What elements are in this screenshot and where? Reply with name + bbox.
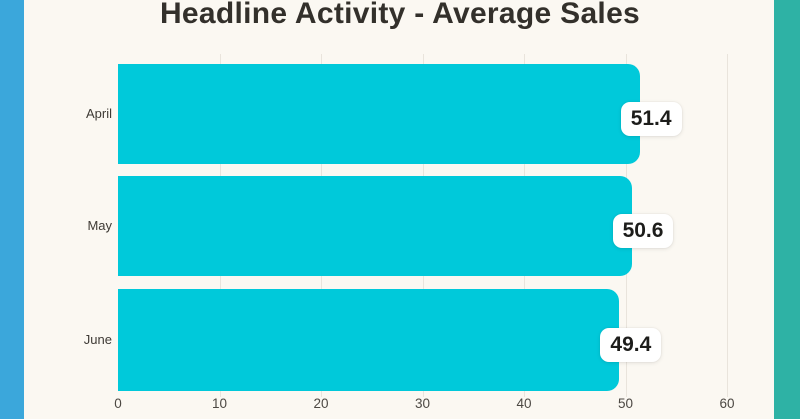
x-tick-60: 60 — [719, 396, 735, 411]
x-tick-30: 30 — [414, 396, 431, 411]
category-label-june: June — [83, 332, 112, 347]
bar-may — [118, 176, 632, 276]
x-tick-10: 10 — [211, 396, 228, 411]
x-tick-50: 50 — [617, 396, 634, 411]
x-tick-0: 0 — [114, 396, 122, 411]
left-accent-strip — [0, 0, 24, 419]
right-accent-strip — [774, 0, 800, 419]
x-tick-20: 20 — [313, 396, 329, 411]
gridline-60 — [727, 54, 728, 397]
category-label-april: April — [85, 106, 112, 121]
value-label-june: 49.4 — [600, 328, 662, 362]
chart-title: Headline Activity - Average Sales — [159, 0, 641, 30]
value-label-april: 51.4 — [620, 102, 682, 136]
x-tick-40: 40 — [516, 396, 532, 411]
bar-april — [118, 64, 640, 164]
category-label-may: May — [87, 218, 112, 233]
bar-june — [118, 289, 620, 391]
value-label-may: 50.6 — [612, 214, 674, 248]
